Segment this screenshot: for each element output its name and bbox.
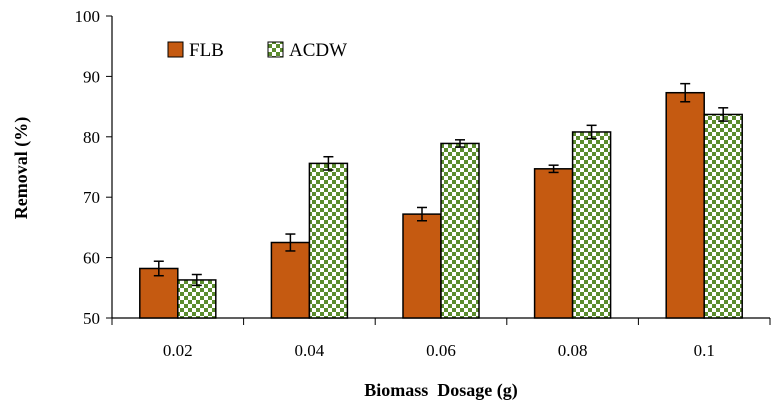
error-bar-flb-0.08 [548, 164, 559, 174]
bar-acdw-0.1 [703, 113, 743, 319]
bar-flb-0.08 [533, 168, 574, 319]
y-axis-title: Removal (%) [11, 117, 32, 219]
bar-flb-0.06 [402, 213, 442, 319]
error-bars [153, 82, 729, 287]
y-tick-labels: 50 60 70 80 90 100 [75, 7, 101, 328]
bar-acdw-0.06 [440, 142, 480, 319]
error-bar-flb-0.06 [417, 206, 427, 222]
error-bar-flb-0.02 [153, 260, 164, 277]
x-tick-labels: 0.02 0.04 0.06 0.08 0.1 [163, 341, 715, 360]
legend-label-flb: FLB [189, 40, 224, 61]
y-tick-label: 50 [83, 309, 100, 328]
error-bar-acdw-0.02 [191, 273, 202, 287]
y-tick-label: 70 [83, 188, 100, 207]
legend-swatch-acdw [267, 41, 284, 58]
x-axis-title: Biomass Dosage (g) [364, 380, 518, 401]
bar-flb-0.04 [270, 241, 311, 319]
bar-acdw-0.08 [571, 131, 612, 319]
error-bar-acdw-0.1 [718, 107, 729, 122]
y-tick-label: 90 [83, 67, 100, 86]
y-tick-label: 60 [83, 249, 100, 268]
bar-flb-0.1 [665, 91, 705, 319]
x-tick-label: 0.06 [426, 341, 456, 360]
error-bar-acdw-0.04 [323, 155, 334, 171]
bar-acdw-0.04 [308, 162, 349, 319]
error-bar-acdw-0.06 [455, 139, 465, 148]
y-tick-label: 80 [83, 128, 100, 147]
legend: FLB ACDW [167, 40, 347, 61]
x-tick-label: 0.04 [295, 341, 325, 360]
bar-acdw-0.02 [177, 279, 217, 319]
x-tick-label: 0.08 [558, 341, 588, 360]
error-bar-flb-0.1 [680, 82, 691, 103]
y-tick-label: 100 [75, 7, 101, 26]
bars [139, 91, 743, 319]
error-bar-flb-0.04 [285, 233, 296, 252]
error-bar-acdw-0.08 [586, 124, 597, 140]
legend-label-acdw: ACDW [289, 40, 347, 61]
x-tick-label: 0.02 [163, 341, 193, 360]
legend-swatch-flb [167, 41, 184, 58]
x-tick-label: 0.1 [694, 341, 715, 360]
